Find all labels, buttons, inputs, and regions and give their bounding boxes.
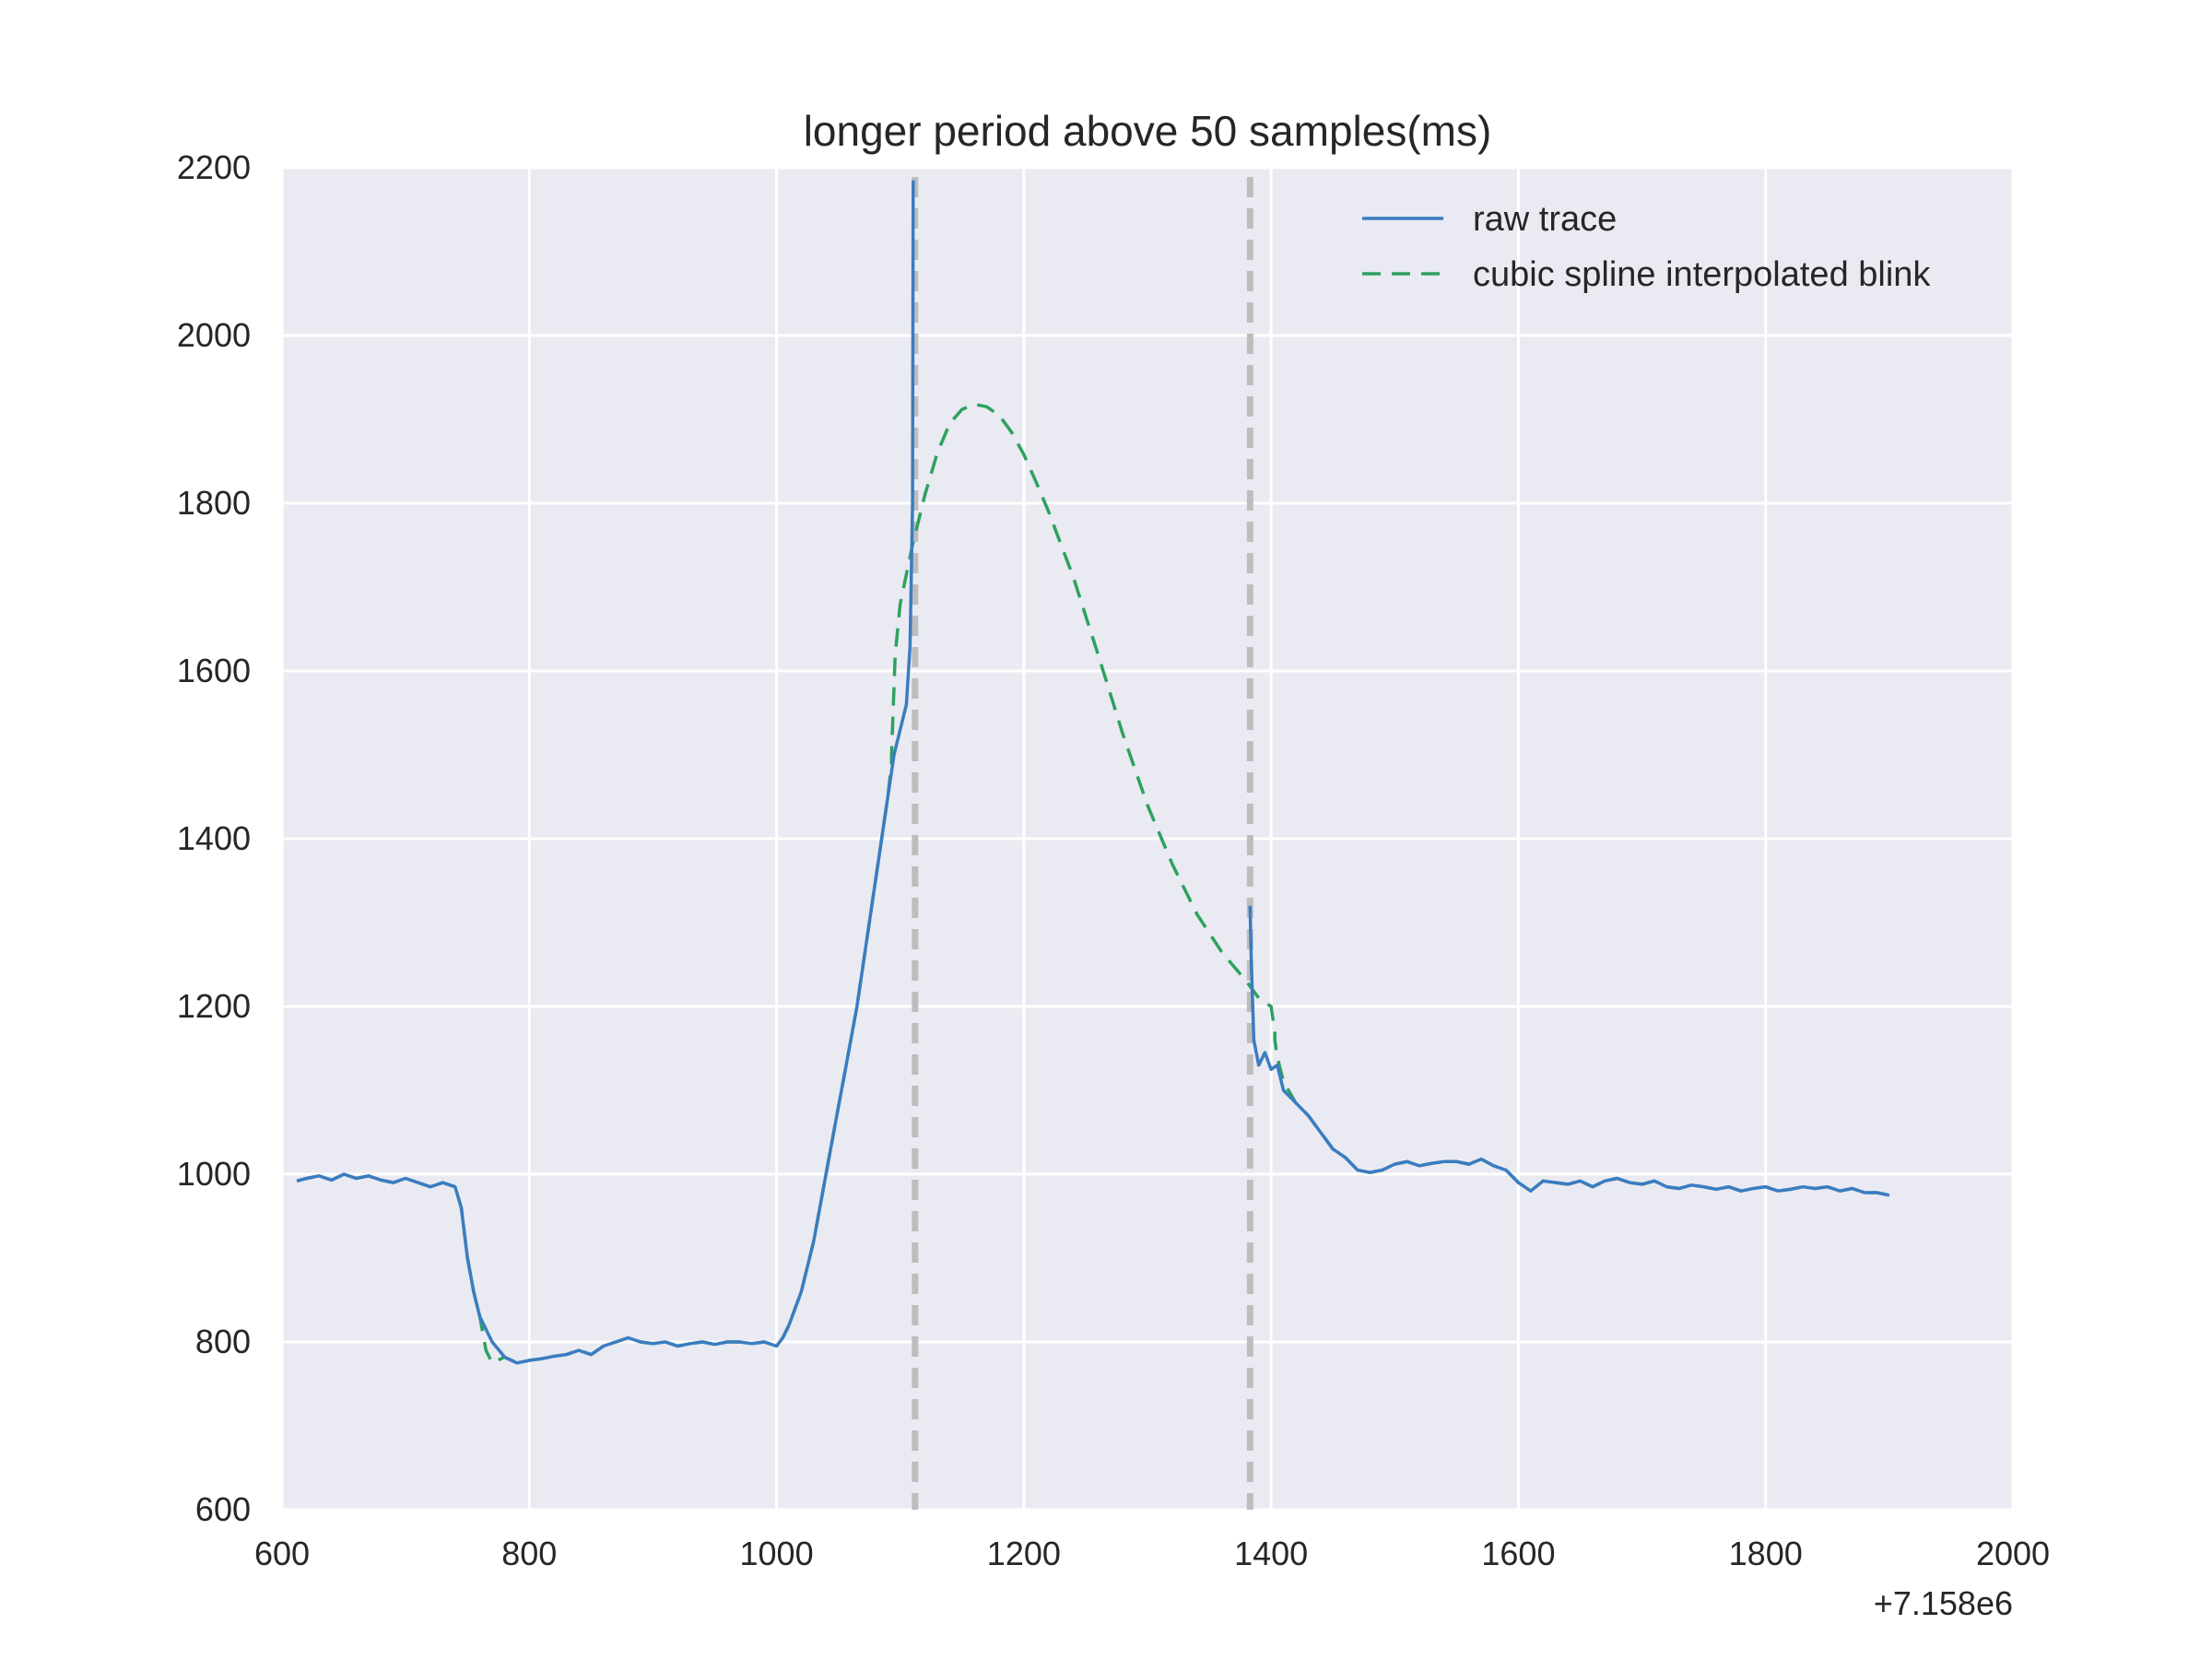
x-tick-label: 1600	[1481, 1535, 1555, 1572]
x-tick-label: 1200	[987, 1535, 1061, 1572]
grid	[280, 166, 2015, 1512]
y-tick-label: 600	[195, 1490, 251, 1528]
y-axis-ticks: 600 800 1000 1200 1400 1600 1800 2000 2200	[177, 148, 251, 1528]
series-line-raw	[1248, 905, 1890, 1197]
legend-label: cubic spline interpolated blink	[1473, 255, 1931, 294]
x-axis-ticks: 600 800 1000 1200 1400 1600 1800 2000	[254, 1535, 2050, 1572]
blink-markers	[912, 177, 1253, 1510]
series-line-raw	[296, 180, 915, 1365]
legend: raw trace cubic spline interpolated blink	[1362, 200, 1931, 294]
y-tick-label: 1400	[177, 819, 251, 857]
y-tick-label: 1000	[177, 1155, 251, 1193]
x-axis-offset-label: +7.158e6	[1874, 1584, 2013, 1622]
chart-title: longer period above 50 samples(ms)	[804, 107, 1492, 155]
x-tick-label: 1000	[740, 1535, 814, 1572]
series	[296, 180, 1890, 1365]
y-tick-label: 1600	[177, 652, 251, 689]
y-tick-label: 2000	[177, 316, 251, 354]
x-tick-label: 1800	[1729, 1535, 1803, 1572]
legend-label: raw trace	[1473, 200, 1617, 239]
x-tick-label: 2000	[1976, 1535, 2050, 1572]
y-tick-label: 1200	[177, 987, 251, 1025]
y-tick-label: 800	[195, 1323, 251, 1360]
y-tick-label: 1800	[177, 484, 251, 522]
x-tick-label: 800	[501, 1535, 557, 1572]
x-tick-label: 1400	[1234, 1535, 1308, 1572]
x-tick-label: 600	[254, 1535, 310, 1572]
y-tick-label: 2200	[177, 148, 251, 186]
